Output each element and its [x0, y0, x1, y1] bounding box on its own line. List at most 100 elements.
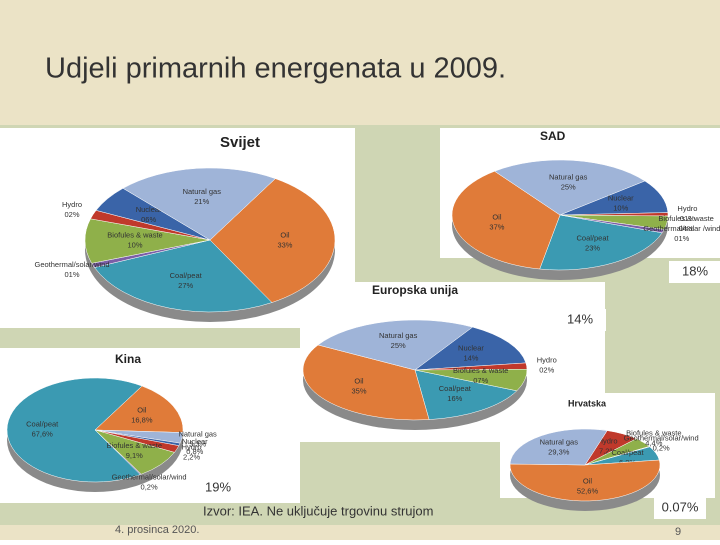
- chart-title: Europska unija: [372, 283, 458, 297]
- pie-slice: [6, 377, 143, 483]
- slice-label: Oil: [583, 477, 593, 486]
- chart-title: SAD: [540, 129, 566, 143]
- slice-label: Oil: [354, 377, 364, 386]
- annotation: 18%: [682, 263, 708, 278]
- slice-label: Biofules & waste: [626, 428, 681, 437]
- slice-value: 10%: [613, 204, 628, 213]
- slice-label: Natural gas: [379, 331, 418, 340]
- chart-title: Svijet: [220, 134, 260, 151]
- pie-slice: [94, 385, 184, 433]
- slice-label: Biofules & waste: [453, 366, 508, 375]
- page-number: 9: [675, 526, 681, 538]
- slice-value: 52,6%: [577, 487, 599, 496]
- chart-title: Kina: [115, 352, 141, 366]
- slice-value: 14%: [463, 353, 478, 362]
- pie-slice: [509, 459, 661, 502]
- slice-value: 16%: [447, 394, 462, 403]
- slice-value: 27%: [178, 281, 193, 290]
- slice-label: Oil: [137, 406, 147, 415]
- date: 4. prosinca 2020.: [115, 524, 199, 536]
- pie-slice: [539, 214, 663, 271]
- slice-label: Nuclear: [136, 205, 162, 214]
- annotation: 14%: [567, 311, 593, 326]
- pie-slice: [94, 239, 273, 313]
- pie-slice: [494, 159, 646, 216]
- annotation: 19%: [205, 479, 231, 494]
- slice-label: Hydro: [677, 204, 697, 213]
- slice-value: 01%: [65, 270, 80, 279]
- slice-label: Natural gas: [549, 172, 588, 181]
- slice-label: Nuclear: [182, 437, 208, 446]
- slice-label: Coal/peat: [611, 448, 644, 457]
- slice-value: 02%: [65, 210, 80, 219]
- slice-label: Oil: [492, 213, 502, 222]
- slice-value: 2,2%: [183, 453, 200, 462]
- pie-slice: [94, 429, 142, 475]
- slice-label: Hydro: [62, 200, 82, 209]
- slice-value: 06%: [141, 215, 156, 224]
- slice-value: 07%: [473, 376, 488, 385]
- slice-label: Geothermal/solar/wind: [624, 433, 699, 442]
- slice-label: Coal/peat: [26, 420, 59, 429]
- annotation-box: [554, 309, 606, 331]
- slice-value: 0,8%: [186, 447, 203, 456]
- slice-value: 4,4%: [645, 438, 662, 447]
- slice-value: 02%: [539, 365, 554, 374]
- slice-value: 25%: [561, 182, 576, 191]
- slice-value: 25%: [391, 341, 406, 350]
- slice-value: 9,1%: [126, 451, 143, 460]
- slice-label: Geothermal/solar/wind: [34, 260, 109, 269]
- slide-title: Udjeli primarnih energenata u 2009.: [45, 53, 506, 85]
- slice-label: Nuclear: [608, 194, 634, 203]
- slice-label: Nuclear: [458, 343, 484, 352]
- slice-value: 0,2%: [141, 482, 158, 491]
- pie-slice: [302, 344, 430, 421]
- slice-label: Oil: [280, 231, 290, 240]
- slice-label: Geothermal/solar /wind: [643, 224, 720, 233]
- slice-value: 35%: [352, 387, 367, 396]
- slice-value: 16,8%: [131, 416, 153, 425]
- slice-value: 67,6%: [32, 430, 54, 439]
- pie-slice: [414, 326, 527, 371]
- slice-label: Natural gas: [178, 429, 217, 438]
- slice-value: 01%: [680, 214, 695, 223]
- chart-title: Hrvatska: [568, 398, 607, 408]
- slice-label: Natural gas: [183, 187, 222, 196]
- pie-slice: [414, 368, 528, 392]
- slice-label: Coal/peat: [439, 384, 472, 393]
- slice-value: 01%: [674, 234, 689, 243]
- slice-label: Coal/peat: [576, 234, 609, 243]
- pie-slice: [509, 428, 608, 466]
- annotation-box: [654, 497, 706, 519]
- slice-value: 37%: [489, 223, 504, 232]
- slice-value: 10%: [128, 241, 143, 250]
- pie-slice: [84, 218, 211, 264]
- slice-value: 21%: [194, 197, 209, 206]
- annotation-box: [192, 477, 244, 499]
- slice-label: Biofules & waste: [107, 441, 162, 450]
- slice-label: Hydro: [537, 355, 557, 364]
- pie-slice: [122, 167, 276, 241]
- slice-value: 7,2%: [599, 446, 616, 455]
- slice-label: Natural gas: [540, 437, 579, 446]
- slice-label: Biofules & waste: [658, 214, 713, 223]
- pie-slice: [317, 319, 474, 371]
- source: Izvor: IEA. Ne uključuje trgovinu strujo…: [203, 503, 433, 518]
- slice-label: Coal/peat: [170, 271, 203, 280]
- pie-slice: [451, 170, 561, 270]
- slice-value: 29,3%: [548, 447, 570, 456]
- annotation: 0.07%: [662, 499, 699, 514]
- slice-value: 23%: [585, 244, 600, 253]
- slice-value: 04%: [679, 224, 694, 233]
- pie-slice: [414, 369, 518, 420]
- annotation-box: [669, 261, 720, 283]
- slice-label: Geothermal/solar/wind: [112, 472, 187, 481]
- pie-slice: [559, 214, 665, 234]
- slice-label: Hydro: [182, 443, 202, 452]
- slice-value: 3,3%: [189, 439, 206, 448]
- slice-value: 0,2%: [653, 443, 670, 452]
- slice-value: 33%: [277, 241, 292, 250]
- slice-label: Hydro: [598, 436, 618, 445]
- slice-label: Biofules & waste: [107, 231, 162, 240]
